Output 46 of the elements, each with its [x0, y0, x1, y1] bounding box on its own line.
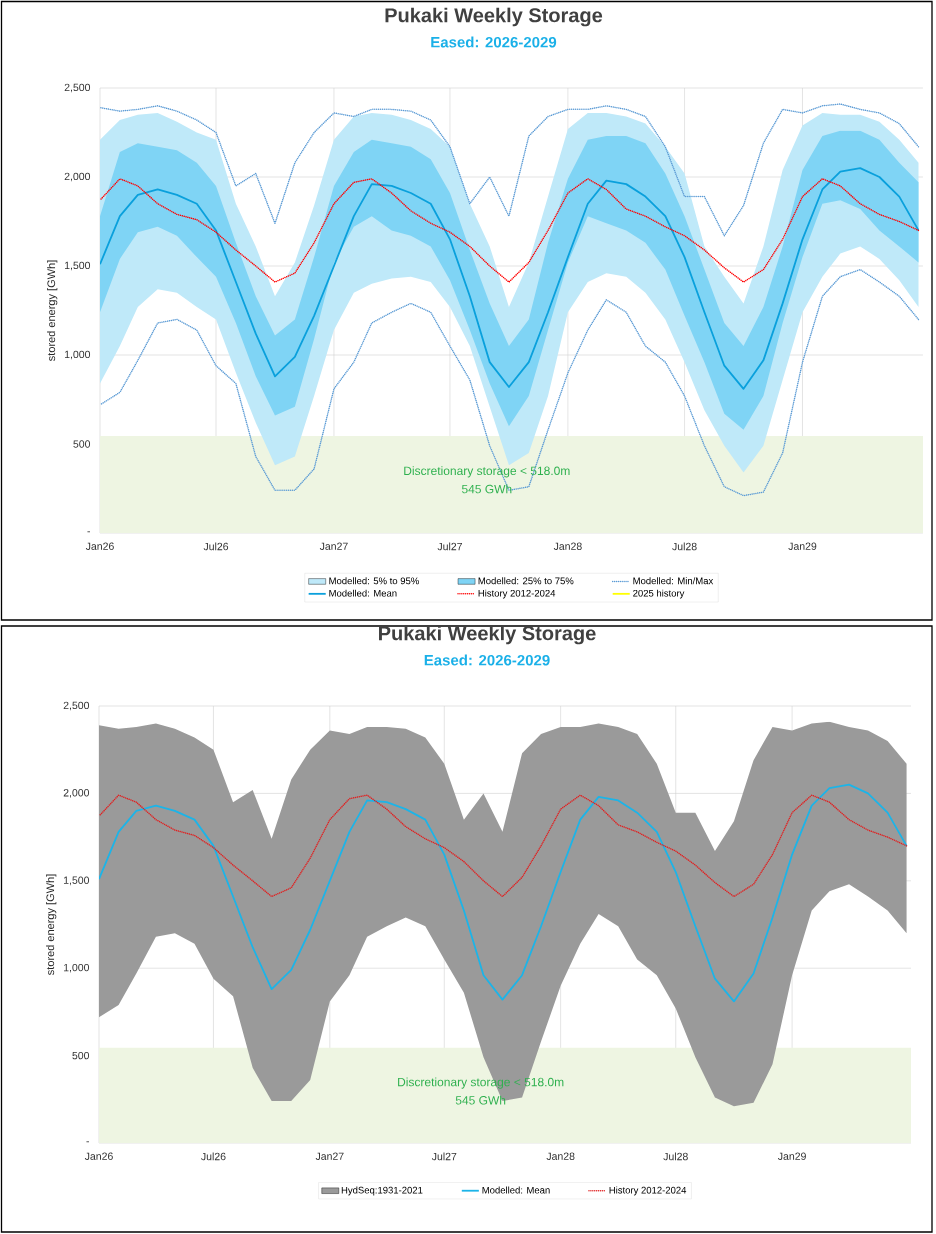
x-tick-label: Jan28	[546, 1152, 575, 1160]
x-tick-label: Jul26	[203, 542, 229, 551]
legend-label: Modelled: 25% to 75%	[478, 577, 574, 585]
x-tick-label: Jan28	[553, 542, 582, 550]
legend-label: Modelled: Min/Max	[633, 577, 714, 585]
x-tick-label: Jan26	[85, 542, 114, 550]
chart-subtitle: Eased: 2026-2029	[424, 654, 550, 666]
x-tick-label: Jul28	[672, 542, 697, 551]
y-tick-label: 1,000	[63, 963, 90, 973]
chart-title: Pukaki Weekly Storage	[385, 7, 603, 27]
y-tick-label: 1,500	[64, 261, 91, 271]
x-tick-label: Jan29	[777, 1152, 806, 1160]
annotation: 545 GWh	[455, 1095, 506, 1105]
y-tick-label: 1,000	[64, 350, 91, 360]
annotation: 545 GWh	[461, 484, 512, 494]
legend-label: 2025 history	[633, 589, 685, 599]
x-tick-label: Jan29	[788, 542, 817, 550]
x-tick-label: Jul26	[201, 1152, 226, 1161]
y-axis-title: stored energy [GWh]	[47, 260, 58, 361]
chart-title: Pukaki Weekly Storage	[379, 625, 596, 645]
y-tick-label: 2,000	[64, 172, 91, 182]
legend-label: History 2012-2024	[478, 589, 556, 599]
band-label: Discretionary storage < 518.0m	[404, 466, 570, 478]
y-tick-label: -	[87, 531, 90, 533]
y-tick-label: 2,500	[63, 701, 90, 711]
x-tick-label: Jul27	[437, 542, 462, 551]
y-tick-label: 1,500	[63, 876, 90, 886]
legend-label: Modelled: 5% to 95%	[329, 577, 419, 585]
x-tick-label: Jan27	[319, 542, 348, 550]
chart-subtitle: Eased: 2026-2029	[431, 36, 557, 48]
band-label: Discretionary storage < 518.0m	[398, 1077, 564, 1089]
legend-label: History 2012-2024	[609, 1186, 687, 1196]
x-tick-label: Jul28	[663, 1152, 688, 1161]
legend-label: Modelled: Mean	[482, 1186, 550, 1194]
y-tick-label: -	[86, 1141, 89, 1143]
line-series	[100, 167, 920, 390]
y-axis-title: stored energy [GWh]	[46, 874, 57, 975]
x-tick-label: Jan26	[84, 1152, 113, 1160]
x-tick-label: Jul27	[431, 1152, 457, 1161]
legend-label: HydSeq:1931-2021	[341, 1186, 423, 1196]
y-tick-label: 500	[73, 440, 91, 448]
y-tick-label: 2,500	[64, 83, 91, 93]
y-tick-label: 2,000	[63, 789, 90, 798]
y-tick-label: 500	[72, 1051, 90, 1060]
x-tick-label: Jan27	[315, 1152, 344, 1160]
legend-label: Modelled: Mean	[329, 589, 397, 597]
